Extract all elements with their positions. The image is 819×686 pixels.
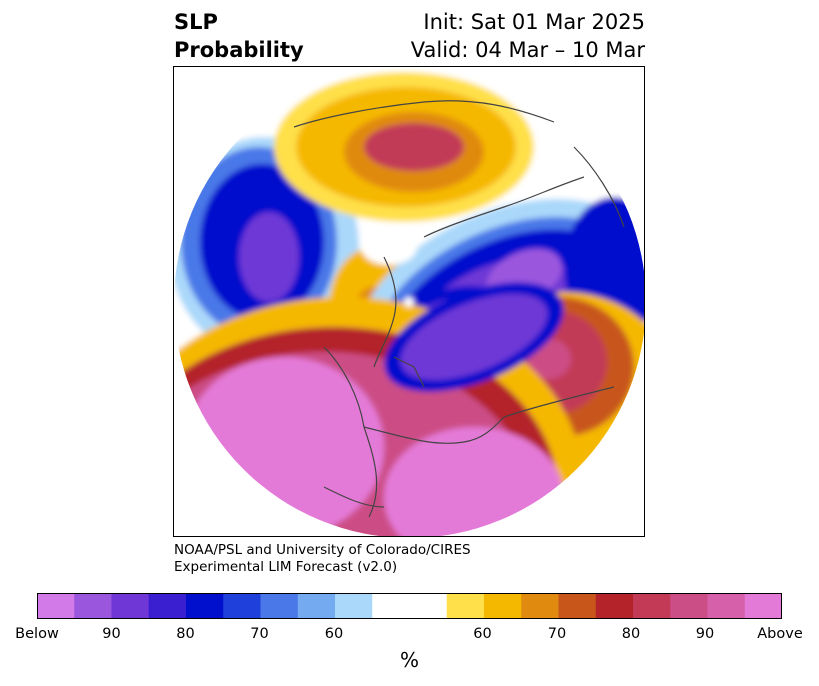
colorbar-cell: [111, 593, 150, 619]
colorbar-cell: [633, 593, 671, 619]
map-frame: [173, 66, 645, 537]
colorbar-cell: [558, 593, 597, 619]
colorbar-cell: [297, 593, 336, 619]
colorbar-cell: [223, 593, 261, 619]
credit-line-2: Experimental LIM Forecast (v2.0): [174, 559, 398, 575]
colorbar-cell: [372, 593, 448, 619]
tick-label: Above: [757, 626, 803, 642]
colorbar-cell: [186, 593, 224, 619]
tick-label: 60: [473, 626, 492, 642]
colorbar: [37, 593, 782, 619]
colorbar-cell: [260, 593, 299, 619]
colorbar-cell: [484, 593, 522, 619]
tick-label: 70: [250, 626, 269, 642]
pacific-low-core: [239, 212, 299, 302]
tick-label: 80: [621, 626, 641, 642]
colorbar-cell: [37, 593, 75, 619]
credit-text: NOAA/PSL and University of Colorado/CIRE…: [174, 542, 471, 576]
tick-label: 90: [695, 626, 715, 642]
colorbar-cell: [744, 593, 782, 619]
tick-label: 80: [176, 626, 195, 642]
colorbar-cell: [670, 593, 708, 619]
colorbar-cell: [335, 593, 373, 619]
colorbar-label: %: [399, 648, 419, 672]
asia-high-pink2: [184, 357, 384, 536]
title-line-2: Probability: [174, 38, 304, 62]
map-title: SLP Probability: [174, 8, 304, 64]
colorbar-cell: [74, 593, 112, 619]
colorbar-cell: [595, 593, 634, 619]
init-date: Init: Sat 01 Mar 2025: [423, 10, 645, 34]
probability-map: [174, 67, 644, 536]
colorbar-cell: [521, 593, 559, 619]
tick-label: 60: [324, 626, 344, 642]
colorbar-cell: [707, 593, 746, 619]
valid-range: Valid: 04 Mar – 10 Mar: [410, 38, 645, 62]
map-dates: Init: Sat 01 Mar 2025 Valid: 04 Mar – 10…: [411, 8, 645, 64]
arctic-high-core: [364, 123, 464, 171]
colorbar-ticks: Below 90 80 70 60 60 70 80 90 Above: [0, 626, 819, 646]
coastlines: [293, 100, 625, 518]
colorbar-cell: [446, 593, 485, 619]
tick-label: Below: [15, 626, 59, 642]
credit-line-1: NOAA/PSL and University of Colorado/CIRE…: [174, 542, 471, 558]
tick-label: 90: [102, 626, 121, 642]
tick-label: 70: [547, 626, 567, 642]
colorbar-cell: [148, 593, 187, 619]
title-line-1: SLP: [174, 10, 218, 34]
